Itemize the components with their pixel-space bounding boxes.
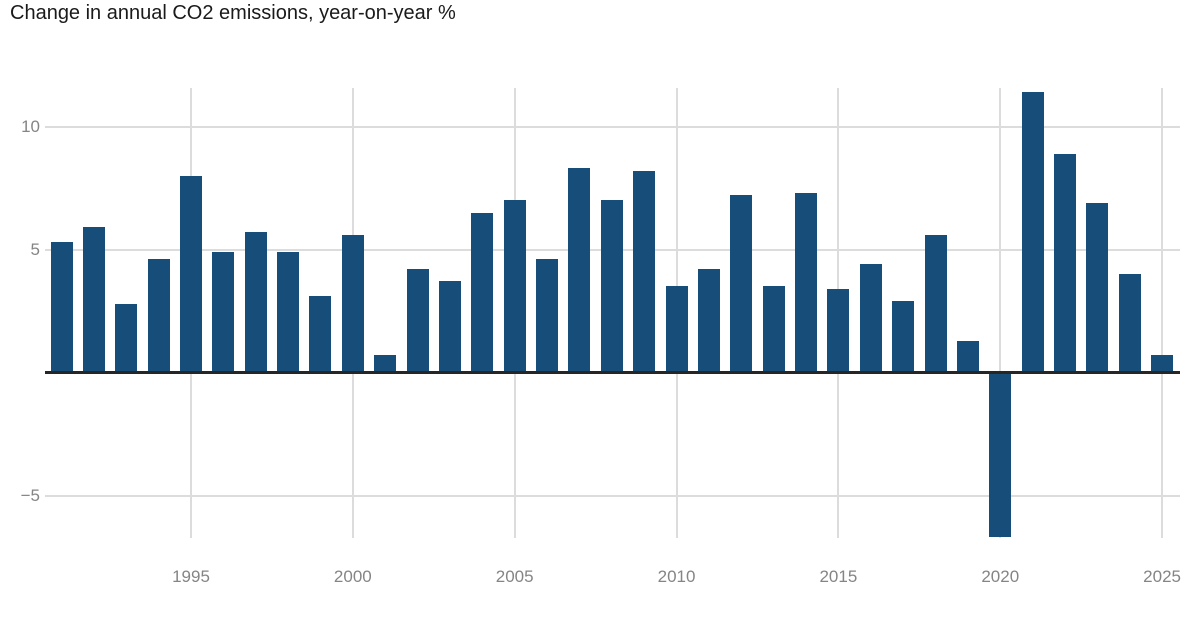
y-gridline-10 xyxy=(45,125,1180,128)
bar-2013 xyxy=(762,286,785,373)
x-tick-label-2005: 2005 xyxy=(495,567,534,586)
x-gridline-2025 xyxy=(1161,88,1164,538)
bar-2023 xyxy=(1086,202,1109,373)
bar-1994 xyxy=(147,259,170,373)
bar-2015 xyxy=(827,288,850,373)
x-tick-label-2025: 2025 xyxy=(1143,567,1181,586)
chart-title: Change in annual CO2 emissions, year-on-… xyxy=(10,2,456,24)
bar-2003 xyxy=(438,281,461,373)
x-tick-label-2000: 2000 xyxy=(333,567,372,586)
bar-2007 xyxy=(568,168,591,373)
bar-1999 xyxy=(309,296,332,373)
x-gridline-2020 xyxy=(999,88,1002,538)
bar-2009 xyxy=(633,170,656,373)
bar-2005 xyxy=(503,200,526,373)
x-tick-label-2010: 2010 xyxy=(657,567,696,586)
y-gridline--5 xyxy=(45,494,1180,497)
bar-2001 xyxy=(374,355,397,373)
bar-2010 xyxy=(665,286,688,373)
bar-1998 xyxy=(277,251,300,373)
bar-1991 xyxy=(50,242,73,373)
zero-axis-line xyxy=(45,371,1180,374)
y-tick-label-5: 5 xyxy=(30,239,40,259)
bar-2020 xyxy=(989,372,1012,538)
bar-2017 xyxy=(892,301,915,373)
bar-1997 xyxy=(244,232,267,373)
bar-2012 xyxy=(730,195,753,373)
bar-2014 xyxy=(795,192,818,373)
bar-2000 xyxy=(341,234,364,373)
bar-2006 xyxy=(536,259,559,373)
bar-2008 xyxy=(600,200,623,373)
bar-2021 xyxy=(1021,92,1044,373)
bar-2025 xyxy=(1151,355,1174,373)
bar-2016 xyxy=(859,264,882,373)
bar-1995 xyxy=(180,175,202,373)
bar-2024 xyxy=(1118,274,1141,373)
bar-2002 xyxy=(406,269,429,373)
x-tick-label-1995: 1995 xyxy=(172,567,210,586)
y-tick-label-10: 10 xyxy=(21,116,40,136)
bar-2022 xyxy=(1053,153,1076,373)
x-tick-label-2015: 2015 xyxy=(819,567,858,586)
bar-1993 xyxy=(115,303,138,373)
bar-2018 xyxy=(924,234,947,373)
y-tick-label--5: −5 xyxy=(20,485,40,505)
bar-2004 xyxy=(471,212,494,373)
bar-2011 xyxy=(697,269,720,373)
bar-1992 xyxy=(82,227,105,373)
bar-1996 xyxy=(212,251,235,373)
bar-2019 xyxy=(956,340,979,373)
x-tick-label-2020: 2020 xyxy=(981,567,1020,586)
